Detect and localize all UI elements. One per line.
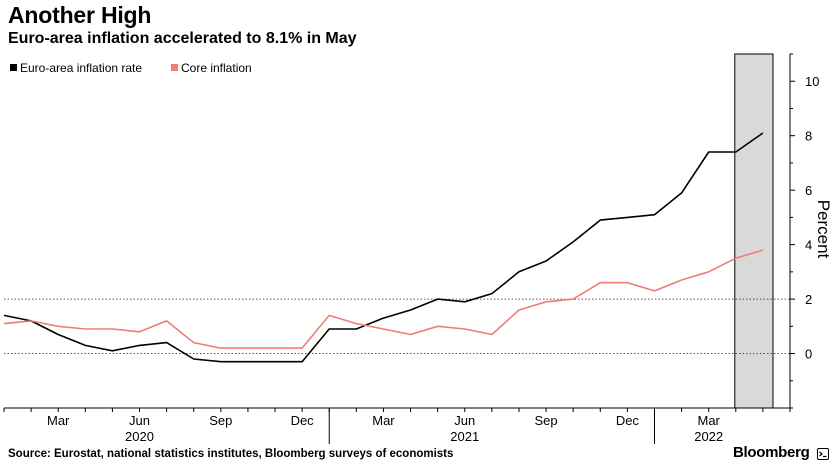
x-year-label: 2020: [125, 429, 154, 444]
x-tick-label: Mar: [372, 413, 395, 428]
legend-swatch: [10, 64, 17, 71]
x-tick-label: Dec: [616, 413, 640, 428]
x-year-label: 2022: [694, 429, 723, 444]
y-tick-label: 8: [805, 129, 812, 144]
y-tick-label: 10: [805, 74, 819, 89]
legend-box: [4, 56, 266, 80]
x-tick-label: Jun: [129, 413, 150, 428]
legend-swatch: [171, 64, 178, 71]
x-tick-label: Sep: [534, 413, 557, 428]
y-axis-label: Percent: [814, 200, 833, 259]
legend-label: Euro-area inflation rate: [20, 61, 142, 75]
x-tick-label: Sep: [209, 413, 232, 428]
y-tick-label: 0: [805, 347, 812, 362]
y-tick-label: 6: [805, 183, 812, 198]
x-tick-label: Dec: [291, 413, 315, 428]
legend-label: Core inflation: [181, 61, 252, 75]
chart-subtitle: Euro-area inflation accelerated to 8.1% …: [8, 30, 357, 47]
series-line-core: [3, 249, 764, 349]
x-tick-label: Mar: [47, 413, 70, 428]
y-tick-label: 4: [805, 238, 812, 253]
source-note: Source: Eurostat, national statistics in…: [8, 448, 454, 460]
shaded-region: [734, 53, 774, 409]
series-line-headline: [3, 132, 764, 363]
chart-title: Another High: [8, 2, 152, 28]
brand-logo: Bloomberg: [733, 444, 810, 461]
y-tick-label: 2: [805, 292, 812, 307]
x-tick-label: Mar: [697, 413, 720, 428]
x-tick-label: Jun: [454, 413, 475, 428]
bloomberg-terminal-icon: [817, 448, 829, 460]
x-year-label: 2021: [450, 429, 479, 444]
